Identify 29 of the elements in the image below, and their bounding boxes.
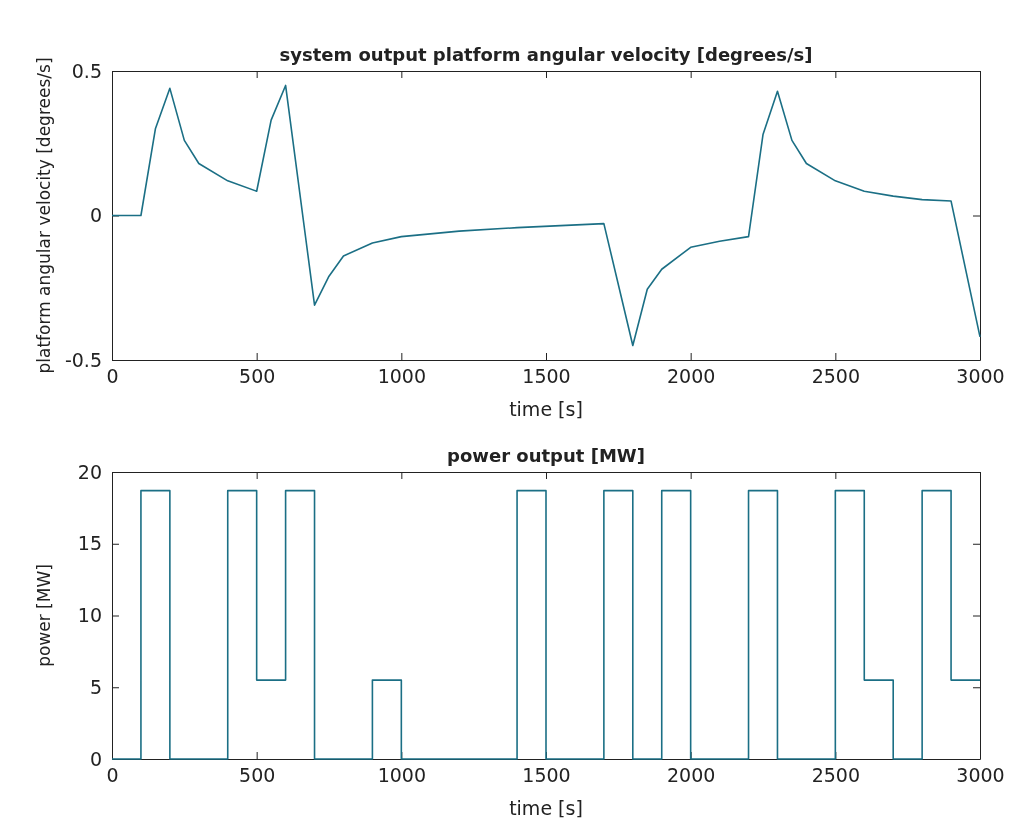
- y-tick-label: -0.5: [64, 348, 102, 371]
- x-tick-label: 2500: [811, 764, 861, 787]
- x-tick-label: 2500: [811, 365, 861, 388]
- x-tick-label: 3000: [956, 365, 1005, 388]
- x-tick-label: 500: [239, 764, 276, 787]
- x-axis-title: time [s]: [509, 398, 583, 420]
- chart-title: power output [MW]: [447, 445, 645, 466]
- line-series: [111, 84, 981, 347]
- y-tick-label: 15: [77, 532, 102, 555]
- x-tick-label: 2000: [666, 764, 716, 787]
- x-tick-label: 1500: [522, 365, 571, 388]
- x-tick-label: 2000: [666, 365, 716, 388]
- x-tick-label: 500: [239, 365, 276, 388]
- x-tick-label: 1000: [377, 764, 427, 787]
- y-tick-label: 5: [89, 675, 102, 698]
- chart-title: system output platform angular velocity [degrees/s]: [279, 44, 813, 65]
- x-tick-label: 0: [106, 365, 119, 388]
- x-axis-title: time [s]: [509, 797, 583, 819]
- y-tick-label: 0: [89, 747, 102, 770]
- y-tick-label: 0.5: [71, 59, 102, 82]
- x-tick-label: 1500: [522, 764, 571, 787]
- x-tick-label: 3000: [956, 764, 1005, 787]
- y-tick-label: 0: [89, 204, 102, 227]
- y-axis-title: platform angular velocity [degrees/s]: [34, 57, 54, 374]
- x-tick-label: 0: [106, 764, 119, 787]
- y-tick-label: 20: [77, 460, 102, 483]
- y-axis-title: power [MW]: [34, 564, 54, 667]
- x-tick-label: 1000: [377, 365, 427, 388]
- y-tick-label: 10: [77, 604, 102, 627]
